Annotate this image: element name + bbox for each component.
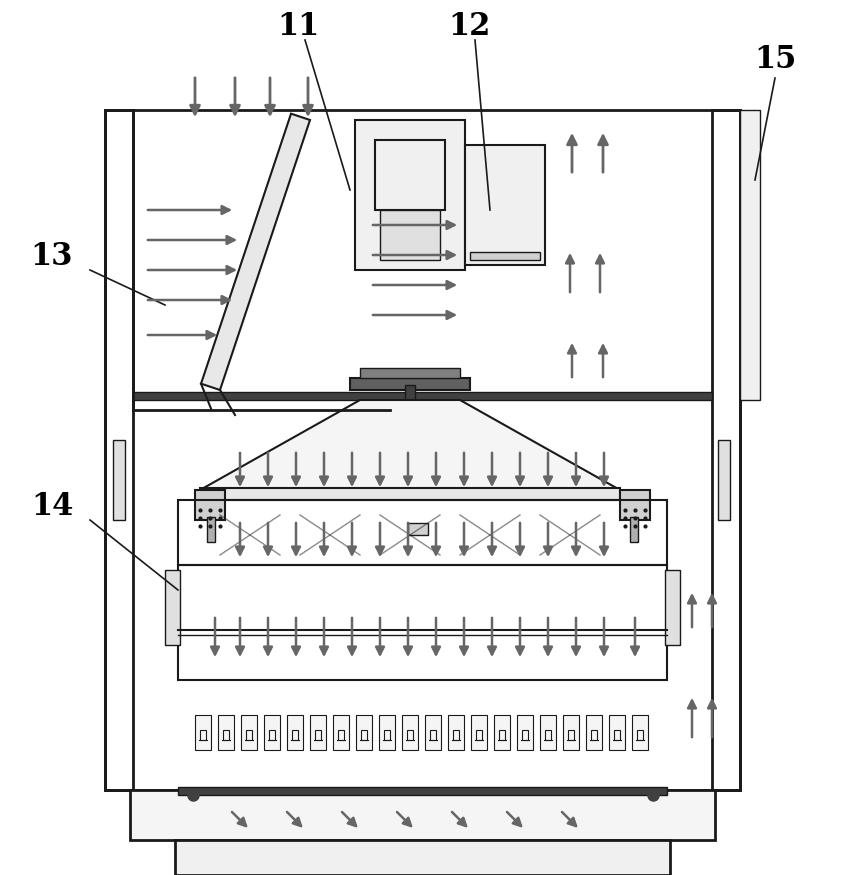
Bar	[499, 730, 505, 740]
Bar	[665, 570, 680, 645]
Bar	[630, 517, 638, 542]
Bar	[379, 715, 395, 750]
Bar	[264, 715, 280, 750]
Bar	[453, 730, 459, 740]
Bar	[361, 730, 367, 740]
Bar	[178, 500, 667, 565]
Bar	[200, 730, 206, 740]
Bar	[207, 517, 215, 542]
Bar	[130, 790, 715, 840]
Bar	[465, 145, 545, 265]
Bar	[614, 730, 620, 740]
Bar	[476, 730, 482, 740]
Bar	[310, 715, 326, 750]
Bar	[620, 490, 650, 520]
Bar	[517, 715, 533, 750]
Bar	[360, 368, 460, 378]
Bar	[425, 715, 441, 750]
Bar	[609, 715, 625, 750]
Bar	[586, 715, 602, 750]
Bar	[718, 440, 730, 520]
Bar	[350, 378, 470, 390]
Text: 13: 13	[31, 241, 73, 272]
Polygon shape	[200, 400, 620, 490]
Bar	[356, 715, 372, 750]
Bar	[632, 715, 648, 750]
Bar	[195, 715, 211, 750]
Bar	[522, 730, 528, 740]
Bar	[200, 488, 620, 500]
Bar	[637, 730, 643, 740]
Bar	[195, 490, 225, 520]
Bar	[402, 715, 418, 750]
Bar	[540, 715, 556, 750]
Bar	[568, 730, 574, 740]
Bar	[470, 252, 540, 260]
Bar	[218, 715, 234, 750]
Bar	[178, 565, 667, 680]
Text: 14: 14	[31, 491, 73, 522]
Bar	[246, 730, 252, 740]
Bar	[333, 715, 349, 750]
Bar	[407, 730, 413, 740]
Text: 11: 11	[277, 11, 319, 42]
Bar	[241, 715, 257, 750]
Bar	[175, 840, 670, 875]
Bar	[712, 110, 740, 790]
Bar	[287, 715, 303, 750]
Bar	[178, 787, 667, 795]
Bar	[380, 210, 440, 260]
Bar	[545, 730, 551, 740]
Bar	[384, 730, 390, 740]
Bar	[408, 523, 428, 535]
Text: 15: 15	[754, 44, 797, 75]
Bar	[375, 140, 445, 210]
Bar	[430, 730, 436, 740]
Bar	[105, 110, 133, 790]
Bar	[269, 730, 275, 740]
Bar	[113, 440, 125, 520]
Text: 12: 12	[449, 11, 491, 42]
Bar	[338, 730, 344, 740]
Bar	[133, 392, 712, 400]
Bar	[591, 730, 597, 740]
Bar	[405, 385, 415, 400]
Bar	[740, 110, 760, 400]
Bar	[292, 730, 298, 740]
Bar	[448, 715, 464, 750]
Bar	[471, 715, 487, 750]
Bar	[315, 730, 321, 740]
Bar	[563, 715, 579, 750]
Bar	[494, 715, 510, 750]
Polygon shape	[201, 114, 310, 390]
Bar	[223, 730, 229, 740]
Bar	[105, 110, 740, 790]
Bar	[165, 570, 180, 645]
Bar	[355, 120, 465, 270]
